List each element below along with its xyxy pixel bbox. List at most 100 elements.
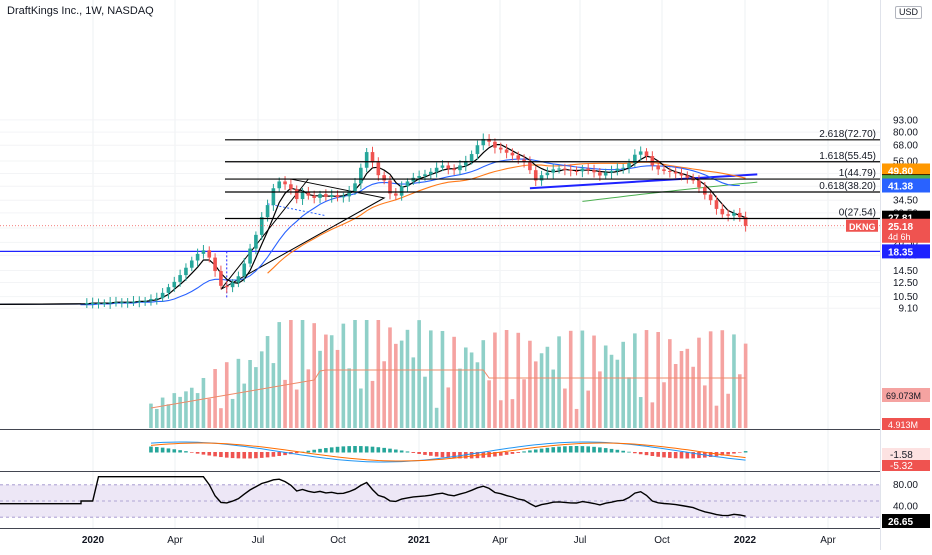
candle-body <box>155 298 159 299</box>
time-tick-label: Oct <box>654 535 670 546</box>
symbol-title[interactable]: DraftKings Inc., 1W, NASDAQ <box>7 5 154 17</box>
volume-bar <box>336 350 340 428</box>
macd-histogram-bar <box>528 450 532 452</box>
macd-histogram-bar <box>627 452 631 453</box>
volume-bar <box>417 320 421 428</box>
volume-bar <box>522 379 526 428</box>
volume-bar <box>668 339 672 428</box>
volume-bar <box>371 381 375 428</box>
macd-histogram-bar <box>534 449 538 452</box>
macd-histogram-bar <box>202 452 206 455</box>
macd-histogram-bar <box>190 452 194 453</box>
volume-bar <box>499 400 503 428</box>
macd-histogram-bar <box>272 452 276 457</box>
candle-body <box>697 181 701 188</box>
candle-body <box>499 148 503 150</box>
macd-histogram-bar <box>522 451 526 452</box>
candle-body <box>627 163 631 168</box>
candle-body <box>505 150 509 153</box>
candle-body <box>120 302 124 303</box>
candle-body <box>668 171 672 172</box>
macd-histogram-bar <box>429 452 433 456</box>
candle-body <box>382 175 386 180</box>
candle-body <box>511 153 515 156</box>
candle-body <box>540 175 544 180</box>
macd-histogram-bar <box>219 452 223 457</box>
candle-body <box>108 302 112 303</box>
volume-bars <box>149 320 747 428</box>
volume-bar <box>342 324 346 428</box>
price-tick-label: 34.50 <box>893 196 918 207</box>
volume-bar <box>254 367 258 428</box>
volume-bar <box>639 397 643 428</box>
volume-bar <box>732 334 736 428</box>
volume-bar <box>709 331 713 428</box>
volume-bar <box>715 406 719 428</box>
currency-button[interactable]: USD <box>895 6 922 19</box>
volume-bottom-value: 4.913M <box>888 420 918 430</box>
volume-bar <box>481 340 485 428</box>
candle-body <box>143 301 147 302</box>
macd-histogram-bar <box>551 447 555 452</box>
candle-body <box>569 170 573 171</box>
candle-body <box>312 196 316 198</box>
candle-body <box>423 174 427 176</box>
candle-body <box>738 213 742 217</box>
candle-body <box>138 301 142 302</box>
rsi-value: 26.65 <box>888 517 913 528</box>
candle-body <box>213 258 217 271</box>
volume-bar <box>633 333 637 428</box>
macd-histogram-bar <box>225 452 229 458</box>
volume-bar <box>406 330 410 428</box>
volume-bar <box>312 323 316 428</box>
macd-histogram-bar <box>598 447 602 452</box>
price-tick-label: 93.00 <box>893 115 918 126</box>
volume-bar <box>703 385 707 428</box>
macd-histogram-bar <box>633 452 637 453</box>
volume-bar <box>505 330 509 428</box>
candle-body <box>377 162 381 175</box>
macd-value-1: -1.58 <box>890 450 913 461</box>
macd-histogram-bar <box>336 447 340 453</box>
volume-bar <box>248 360 252 428</box>
macd-histogram-bar <box>231 452 235 458</box>
volume-value: 69.073M <box>886 391 921 401</box>
candle-body <box>184 268 188 275</box>
candle-body <box>266 205 270 217</box>
volume-bar <box>616 360 620 428</box>
volume-bar <box>289 320 293 428</box>
moving-averages <box>0 145 746 305</box>
candle-body <box>586 169 590 171</box>
macd-histogram-bar <box>621 451 625 453</box>
volume-bar <box>435 408 439 428</box>
candle-body <box>656 165 660 169</box>
candle-body <box>528 162 532 170</box>
candle-body <box>551 169 555 172</box>
candle-body <box>207 250 211 257</box>
macd-histogram-bar <box>726 452 730 455</box>
macd-histogram-bar <box>557 447 561 453</box>
fib-level-label: 1.618(55.45) <box>819 151 876 162</box>
volume-bar <box>365 320 369 428</box>
macd-histogram-bar <box>359 446 363 452</box>
macd-histogram-bar <box>441 452 445 457</box>
candle-body <box>365 152 369 168</box>
volume-bar <box>534 361 538 428</box>
macd-histogram-bar <box>697 452 701 458</box>
volume-bar <box>744 344 748 428</box>
candle-body <box>149 299 153 301</box>
macd-histogram-bar <box>388 449 392 453</box>
volume-bar <box>686 349 690 428</box>
candle-body <box>167 287 171 293</box>
volume-bar <box>621 342 625 428</box>
volume-bar <box>557 336 561 428</box>
fib-level-label: 2.618(72.70) <box>819 129 876 140</box>
price-tick-label: 12.50 <box>893 278 918 289</box>
macd-histogram-bar <box>400 450 404 452</box>
volume-bar <box>441 331 445 428</box>
macd-histogram-bar <box>342 446 346 452</box>
